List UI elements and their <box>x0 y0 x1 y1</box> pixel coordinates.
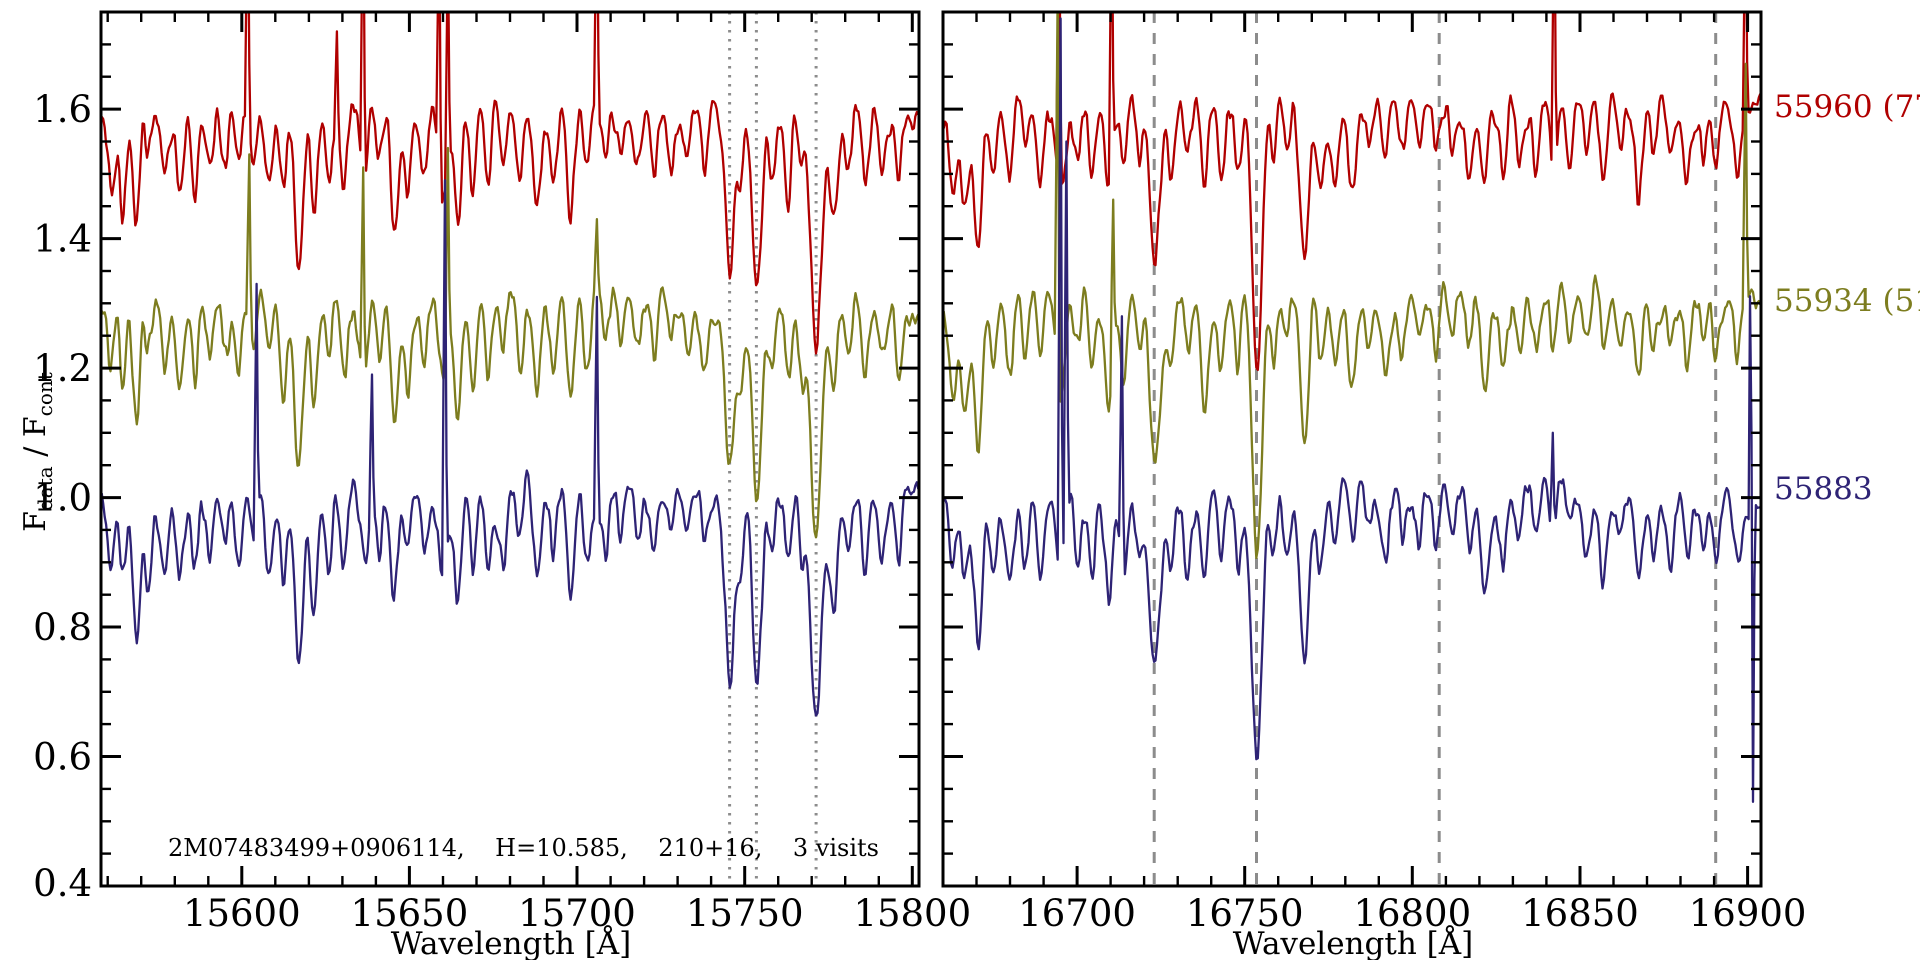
y-tick-label: 1.2 <box>33 347 92 390</box>
series-label-55934: 55934 (51) <box>1774 283 1920 320</box>
x-tick-label: 15600 <box>183 892 301 935</box>
y-axis-title-f1: F <box>18 511 53 532</box>
spectrum-55960 <box>943 12 1761 372</box>
x-axis-title-left: Wavelength [Å] <box>390 926 632 960</box>
y-tick-label: 1.0 <box>33 477 92 520</box>
spectrum-55883 <box>943 17 1761 803</box>
x-tick-label: 15700 <box>518 892 636 935</box>
x-tick-label: 16700 <box>1018 892 1136 935</box>
spectrum-55883 <box>101 179 919 717</box>
panel-border <box>941 10 1763 888</box>
y-axis-title: Fdata / Fcont <box>18 302 57 602</box>
y-axis-title-sub-data: data <box>33 466 57 512</box>
y-tick-label: 0.4 <box>33 862 92 905</box>
x-tick-label: 15800 <box>853 892 971 935</box>
panel-border <box>99 10 921 888</box>
series-label-55960: 55960 (77) <box>1774 89 1920 126</box>
y-axis-title-slash: / <box>18 437 53 467</box>
y-tick-label: 1.4 <box>33 218 92 261</box>
x-tick-label: 16900 <box>1689 892 1807 935</box>
x-tick-label: 15650 <box>351 892 469 935</box>
spectrum-55934 <box>101 146 919 539</box>
x-tick-label: 16750 <box>1186 892 1304 935</box>
series-label-55883: 55883 <box>1774 471 1873 508</box>
spectrum-55934 <box>943 12 1761 560</box>
x-tick-label: 16850 <box>1521 892 1639 935</box>
spectrum-55960 <box>101 12 919 355</box>
y-axis-title-f2: F <box>18 416 53 438</box>
x-axis-title-right: Wavelength [Å] <box>1232 926 1474 960</box>
target-annotation: 2M07483499+0906114, H=10.585, 210+16, 3 … <box>168 834 879 862</box>
y-tick-label: 1.6 <box>33 88 92 131</box>
y-axis-title-sub-cont: cont <box>33 372 57 417</box>
x-tick-label: 15750 <box>686 892 804 935</box>
y-tick-label: 0.6 <box>33 736 92 779</box>
y-tick-label: 0.8 <box>33 606 92 649</box>
x-tick-label: 16800 <box>1353 892 1471 935</box>
